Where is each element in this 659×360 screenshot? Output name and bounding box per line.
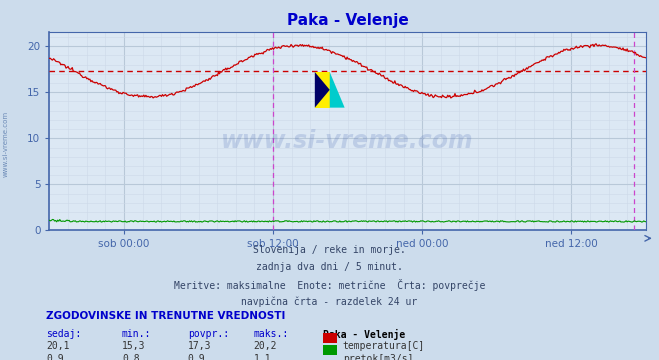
Text: 1,1: 1,1 xyxy=(254,354,272,360)
Text: www.si-vreme.com: www.si-vreme.com xyxy=(2,111,9,177)
Text: 0,9: 0,9 xyxy=(188,354,206,360)
Text: min.:: min.: xyxy=(122,329,152,339)
Title: Paka - Velenje: Paka - Velenje xyxy=(287,13,409,28)
Text: 20,2: 20,2 xyxy=(254,341,277,351)
Text: maks.:: maks.: xyxy=(254,329,289,339)
Text: Meritve: maksimalne  Enote: metrične  Črta: povprečje: Meritve: maksimalne Enote: metrične Črta… xyxy=(174,279,485,291)
Text: www.si-vreme.com: www.si-vreme.com xyxy=(221,129,474,153)
Text: temperatura[C]: temperatura[C] xyxy=(343,341,425,351)
Text: Slovenija / reke in morje.: Slovenija / reke in morje. xyxy=(253,245,406,255)
Text: sedaj:: sedaj: xyxy=(46,329,81,339)
Text: 0,8: 0,8 xyxy=(122,354,140,360)
Polygon shape xyxy=(330,72,345,108)
Text: zadnja dva dni / 5 minut.: zadnja dva dni / 5 minut. xyxy=(256,262,403,272)
Text: 15,3: 15,3 xyxy=(122,341,146,351)
Text: ZGODOVINSKE IN TRENUTNE VREDNOSTI: ZGODOVINSKE IN TRENUTNE VREDNOSTI xyxy=(46,311,285,321)
Text: pretok[m3/s]: pretok[m3/s] xyxy=(343,354,413,360)
Text: povpr.:: povpr.: xyxy=(188,329,229,339)
Text: 20,1: 20,1 xyxy=(46,341,70,351)
Polygon shape xyxy=(315,72,330,108)
Text: navpična črta - razdelek 24 ur: navpična črta - razdelek 24 ur xyxy=(241,297,418,307)
Text: 0,9: 0,9 xyxy=(46,354,64,360)
Polygon shape xyxy=(315,72,330,108)
Text: Paka - Velenje: Paka - Velenje xyxy=(323,329,405,341)
Text: 17,3: 17,3 xyxy=(188,341,212,351)
